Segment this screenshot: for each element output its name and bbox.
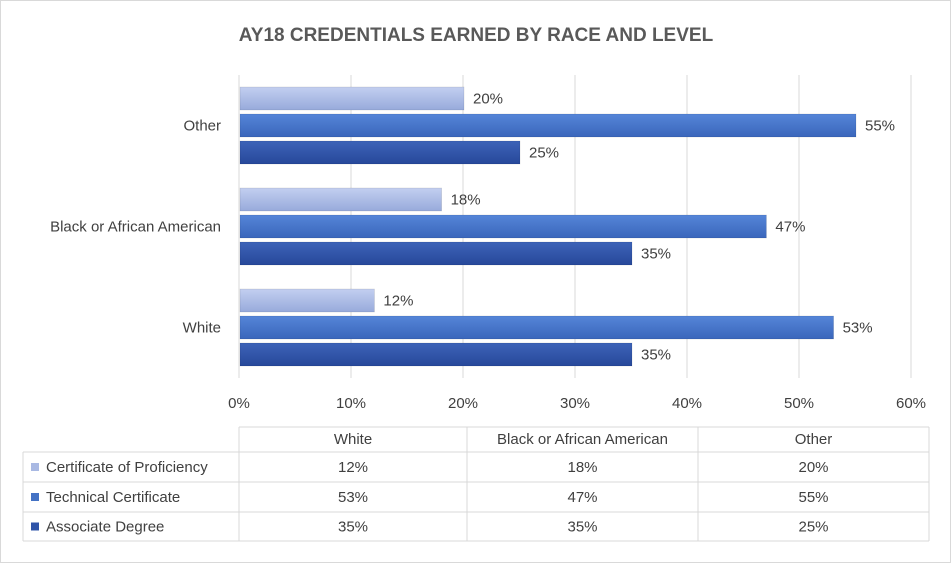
bar-technical-certificate-other [239, 113, 857, 138]
data-label-certificate-of-proficiency-white: 12% [383, 293, 413, 310]
data-labels: 12% 53% 35% 18% 47% 35% 20% 55% 25% [383, 91, 895, 364]
data-label-technical-certificate-black-or-african-american: 47% [775, 219, 805, 236]
category-label-other: Other [183, 118, 221, 135]
table-header-white: White [334, 431, 372, 448]
bar-associate-degree-other [239, 140, 521, 165]
legend-key-technical-certificate [31, 493, 39, 501]
data-label-technical-certificate-other: 55% [865, 118, 895, 135]
legend-label-certificate-of-proficiency: Certificate of Proficiency [46, 459, 208, 476]
x-tick-label: 60% [896, 395, 926, 412]
table-cell-associate-degree-black-or-african-american: 35% [567, 519, 597, 536]
x-axis-ticks: 0% 10% 20% 30% 40% 50% 60% [228, 395, 926, 412]
chart-title: AY18 CREDENTIALS EARNED BY RACE AND LEVE… [239, 25, 714, 46]
data-label-certificate-of-proficiency-other: 20% [473, 91, 503, 108]
table-cell-certificate-of-proficiency-black-or-african-american: 18% [567, 459, 597, 476]
bar-certificate-of-proficiency-white [239, 288, 375, 313]
x-tick-label: 50% [784, 395, 814, 412]
legend-key-associate-degree [31, 522, 39, 531]
data-label-associate-degree-other: 25% [529, 145, 559, 162]
table-header-black-or-african-american: Black or African American [497, 431, 668, 448]
category-label-black-or-african-american: Black or African American [50, 219, 221, 236]
bar-certificate-of-proficiency-other [239, 86, 465, 111]
x-tick-label: 30% [560, 395, 590, 412]
legend-label-associate-degree: Associate Degree [46, 519, 164, 536]
data-label-technical-certificate-white: 53% [843, 320, 873, 337]
x-tick-label: 0% [228, 395, 250, 412]
table-cell-technical-certificate-black-or-african-american: 47% [567, 489, 597, 506]
x-tick-label: 20% [448, 395, 478, 412]
table-cell-associate-degree-white: 35% [338, 519, 368, 536]
legend-label-technical-certificate: Technical Certificate [46, 489, 180, 506]
table-header-other: Other [795, 431, 833, 448]
bars [239, 86, 857, 367]
data-label-associate-degree-black-or-african-american: 35% [641, 246, 671, 263]
table-cell-certificate-of-proficiency-other: 20% [798, 459, 828, 476]
legend-key-certificate-of-proficiency [31, 463, 39, 471]
category-label-white: White [183, 320, 221, 337]
data-label-certificate-of-proficiency-black-or-african-american: 18% [451, 192, 481, 209]
bar-technical-certificate-white [239, 315, 834, 340]
x-tick-label: 10% [336, 395, 366, 412]
data-label-associate-degree-white: 35% [641, 347, 671, 364]
data-table: White Black or African American Other Certi… [22, 426, 930, 542]
bar-technical-certificate-black-or-african-american [239, 214, 767, 239]
table-cell-associate-degree-other: 25% [798, 519, 828, 536]
table-cell-technical-certificate-white: 53% [338, 489, 368, 506]
category-labels: White Black or African American Other [50, 118, 221, 337]
table-cell-technical-certificate-other: 55% [798, 489, 828, 506]
bar-associate-degree-black-or-african-american [239, 241, 633, 266]
x-tick-label: 40% [672, 395, 702, 412]
table-cell-certificate-of-proficiency-white: 12% [338, 459, 368, 476]
bar-certificate-of-proficiency-black-or-african-american [239, 187, 442, 212]
bar-associate-degree-white [239, 342, 633, 367]
